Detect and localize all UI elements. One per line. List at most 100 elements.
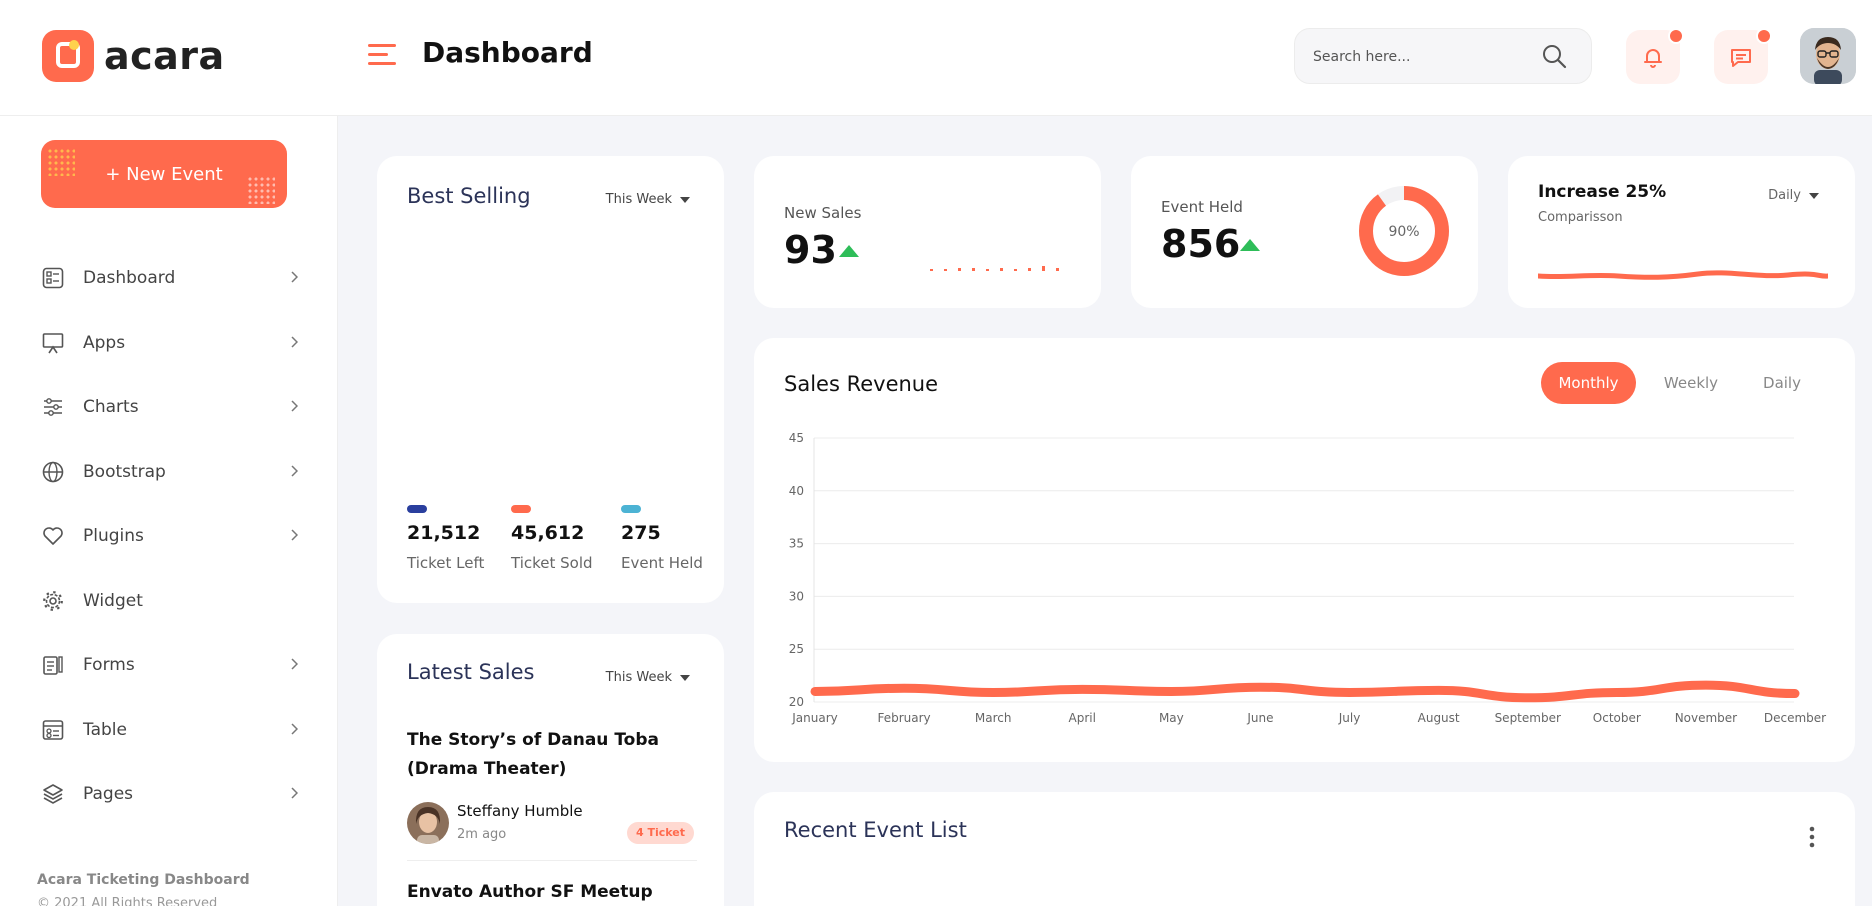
event-held-label: Event Held: [1161, 198, 1243, 216]
more-options-icon[interactable]: [1809, 826, 1815, 848]
stat-ticket-sold-label: Ticket Sold: [511, 554, 593, 572]
sidebar-item-label: Widget: [83, 590, 143, 611]
bell-icon: [1644, 49, 1662, 68]
brand-logo[interactable]: acara: [42, 30, 225, 82]
best-selling-title: Best Selling: [407, 184, 531, 208]
chevron-right-icon: [291, 787, 298, 799]
sidebar-footer-title: Acara Ticketing Dashboard: [37, 872, 250, 888]
sales-revenue-chart: 20 25 30 35 40 45 January February March April May…: [789, 431, 1826, 725]
event-held-donut: 90%: [1359, 186, 1449, 276]
new-sales-card: New Sales 93: [754, 156, 1101, 308]
x-tick-label: August: [1418, 711, 1460, 725]
trend-up-icon: [1240, 239, 1260, 251]
sidebar-item-plugins[interactable]: Plugins: [0, 504, 338, 569]
x-tick-label: January: [791, 711, 838, 725]
table-icon: [41, 718, 65, 742]
search-box: [1294, 28, 1592, 84]
chevron-right-icon: [291, 464, 298, 477]
gear-icon: [41, 589, 65, 613]
stat-ticket-left-label: Ticket Left: [407, 554, 485, 572]
forms-icon: [41, 653, 65, 677]
recent-event-list-title: Recent Event List: [784, 818, 967, 842]
sidebar-item-label: Apps: [83, 332, 126, 353]
increase-title: Increase 25%: [1538, 182, 1667, 202]
top-header: acara Dashboard: [0, 0, 1872, 116]
x-tick-label: May: [1159, 711, 1184, 725]
apps-icon: [41, 331, 65, 355]
dropdown-label: This Week: [605, 670, 672, 685]
donut-progress-arc: [1359, 186, 1449, 276]
sidebar-item-label: Dashboard: [83, 268, 176, 289]
buyer-name: Steffany Humble: [457, 802, 583, 820]
sidebar: + New Event Dashboard Apps Charts Bootst…: [0, 116, 338, 906]
increase-sparkline: [1538, 270, 1828, 280]
stat-event-held-label: Event Held: [621, 554, 703, 572]
sidebar-item-dashboard[interactable]: Dashboard: [0, 246, 338, 311]
sale-event-title[interactable]: The Story’s of Danau Toba (Drama Theater…: [407, 730, 659, 779]
x-tick-label: September: [1495, 711, 1561, 725]
charts-icon: [41, 395, 65, 419]
sidebar-item-label: Pages: [83, 784, 134, 805]
new-event-button[interactable]: + New Event: [41, 140, 287, 208]
decor-dots: [247, 176, 275, 204]
y-tick-label: 20: [789, 695, 804, 709]
recent-event-list-card: Recent Event List: [754, 792, 1855, 906]
user-avatar[interactable]: [1800, 28, 1856, 84]
chevron-right-icon: [291, 335, 298, 348]
chevron-right-icon: [291, 722, 298, 735]
increase-period-dropdown[interactable]: Daily: [1768, 188, 1819, 203]
legend-swatch-ticket-sold: [511, 505, 531, 513]
y-tick-label: 25: [789, 642, 804, 656]
latest-sales-card: Latest Sales This Week The Story’s of Da…: [377, 634, 724, 906]
event-held-value: 856: [1161, 222, 1241, 266]
message-icon: [1731, 49, 1751, 67]
sidebar-item-label: Plugins: [83, 526, 144, 547]
x-tick-label: July: [1338, 711, 1361, 725]
sidebar-item-charts[interactable]: Charts: [0, 375, 338, 440]
sidebar-item-forms[interactable]: Forms: [0, 633, 338, 698]
trend-up-icon: [839, 245, 859, 257]
new-sales-sparkline: [930, 266, 1059, 271]
caret-down-icon: [1809, 192, 1819, 199]
menu-toggle-icon[interactable]: [368, 44, 396, 68]
divider: [407, 860, 697, 861]
tab-monthly[interactable]: Monthly: [1541, 362, 1636, 404]
notifications-button[interactable]: [1626, 28, 1684, 84]
sidebar-item-apps[interactable]: Apps: [0, 311, 338, 376]
sales-revenue-title: Sales Revenue: [784, 372, 939, 396]
dropdown-label: This Week: [605, 192, 672, 207]
best-selling-period-dropdown[interactable]: This Week: [606, 192, 690, 207]
sidebar-item-pages[interactable]: Pages: [0, 762, 338, 827]
caret-down-icon: [680, 674, 690, 681]
event-held-card: Event Held 856 90%: [1131, 156, 1478, 308]
search-input[interactable]: [1313, 45, 1533, 69]
sale-event-title[interactable]: Envato Author SF Meetup: [407, 882, 653, 902]
dropdown-label: Daily: [1768, 188, 1801, 203]
tab-daily[interactable]: Daily: [1740, 362, 1824, 404]
x-tick-label: December: [1764, 711, 1826, 725]
latest-sales-period-dropdown[interactable]: This Week: [606, 670, 690, 685]
tab-weekly[interactable]: Weekly: [1646, 362, 1736, 404]
sidebar-item-bootstrap[interactable]: Bootstrap: [0, 440, 338, 505]
chevron-right-icon: [291, 271, 298, 283]
new-sales-value: 93: [784, 228, 837, 272]
sidebar-item-label: Charts: [83, 397, 139, 418]
sidebar-item-label: Forms: [83, 655, 135, 676]
sidebar-item-widget[interactable]: Widget: [0, 569, 338, 634]
legend-swatch-ticket-left: [407, 505, 427, 513]
messages-button[interactable]: [1714, 28, 1772, 84]
page-title: Dashboard: [422, 36, 593, 69]
latest-sales-title: Latest Sales: [407, 660, 535, 684]
sidebar-item-label: Table: [83, 719, 127, 740]
x-tick-label: November: [1675, 711, 1737, 725]
legend-swatch-event-held: [621, 505, 641, 513]
new-event-label: + New Event: [105, 163, 223, 185]
sidebar-nav: Dashboard Apps Charts Bootstrap Plugins …: [0, 246, 338, 827]
donut-percent-label: 90%: [1388, 224, 1419, 240]
sidebar-item-table[interactable]: Table: [0, 698, 338, 763]
search-icon[interactable]: [1541, 43, 1567, 69]
layers-icon: [41, 782, 65, 806]
brand-name: acara: [104, 34, 225, 78]
y-tick-label: 35: [789, 537, 804, 551]
ticket-count-badge: 4 Ticket: [626, 822, 694, 844]
